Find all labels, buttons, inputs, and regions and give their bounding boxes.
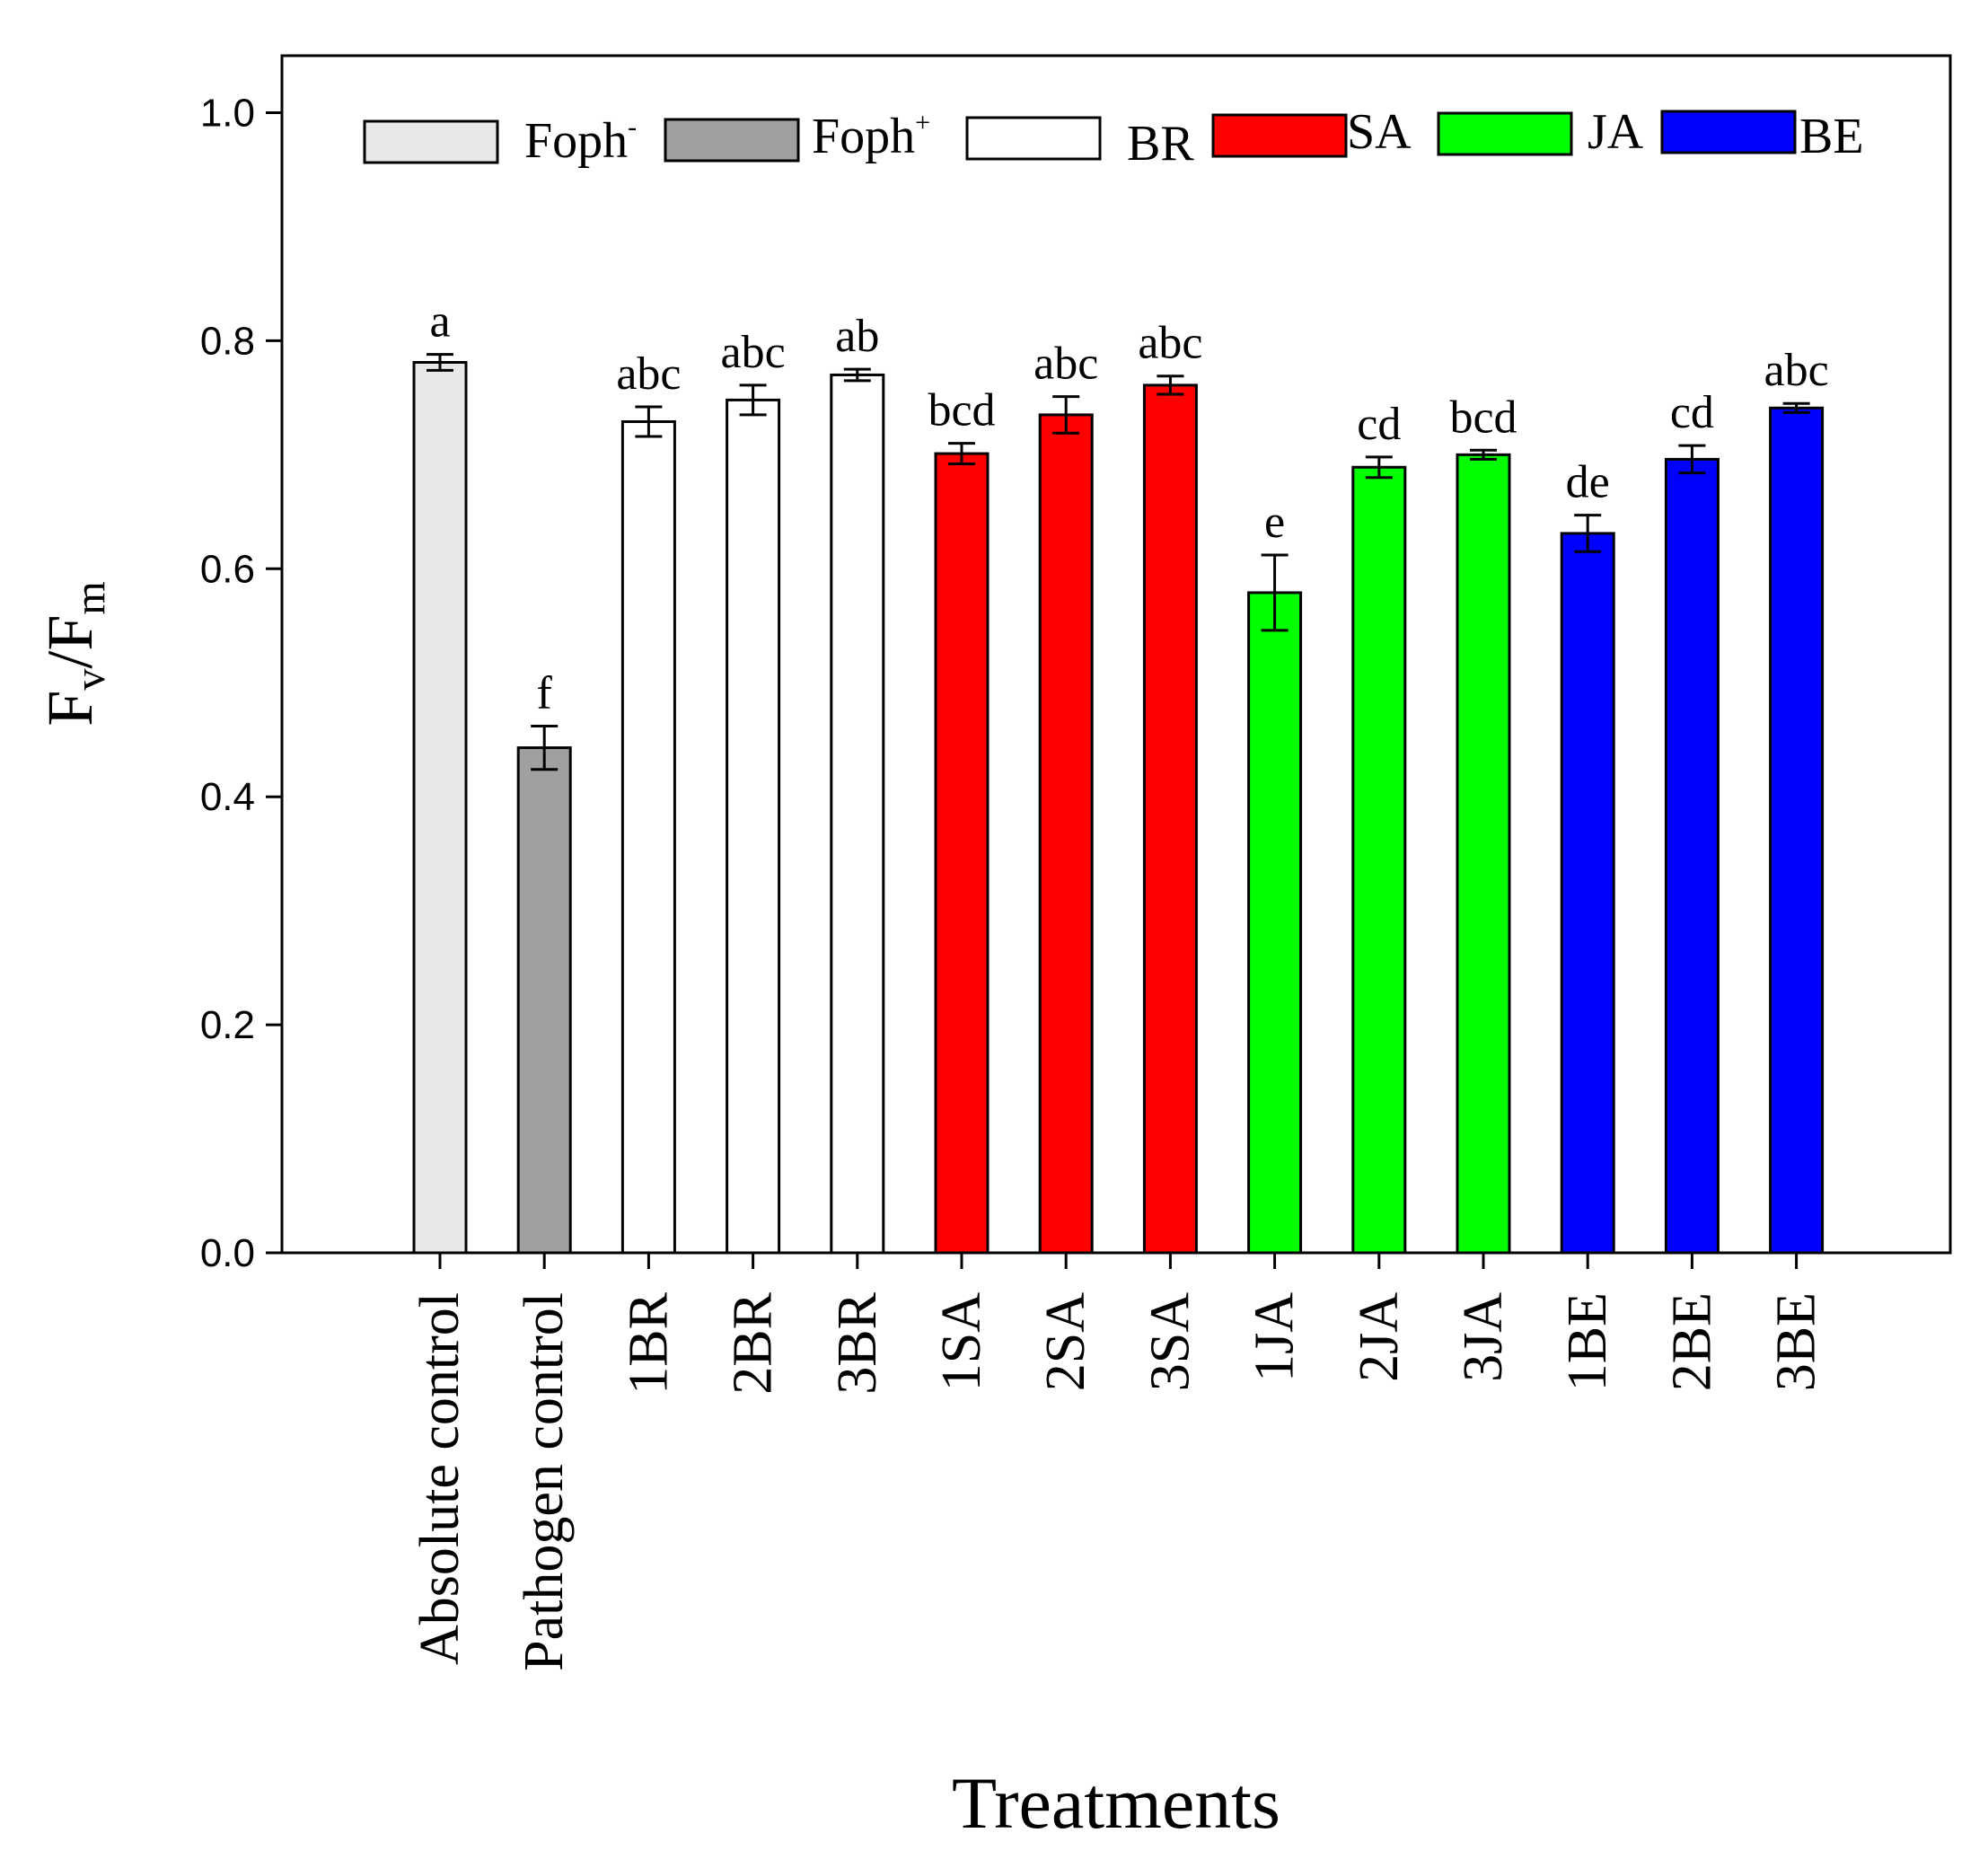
significance-letter: de: [1566, 457, 1610, 508]
y-title-sep: /: [34, 651, 106, 669]
y-title-base: F: [34, 691, 106, 727]
legend-label-base: BE: [1799, 109, 1864, 164]
significance-letter: abc: [721, 327, 786, 378]
legend-swatch-br: [965, 116, 1102, 161]
y-axis-title: Fv/Fm: [34, 581, 114, 726]
legend-label: BE: [1799, 109, 1864, 164]
x-tick-label: 1JA: [1245, 1292, 1306, 1382]
significance-letter: abc: [616, 348, 681, 400]
y-tick-label: 0.2: [200, 1003, 255, 1047]
significance-letter: ab: [835, 311, 879, 362]
significance-letter: f: [537, 667, 553, 718]
x-tick-label: Absolute control: [409, 1292, 471, 1665]
legend-swatch-be: [1660, 110, 1797, 154]
legend-swatch-foph: [363, 119, 499, 164]
x-tick-label: 3SA: [1139, 1292, 1201, 1391]
bars-layer: [412, 361, 1825, 1255]
significance-letter: abc: [1764, 345, 1829, 396]
legend: Foph- Foph+ BR SA JA BE: [363, 104, 1864, 172]
significance-letter: cd: [1670, 387, 1714, 438]
bar-2sa: [1038, 413, 1094, 1255]
significance-letter: bcd: [1449, 392, 1517, 443]
significance-letter: abc: [1138, 318, 1202, 369]
x-tick-label: 1BE: [1557, 1292, 1618, 1391]
legend-label: SA: [1347, 104, 1412, 160]
legend-label-base: Foph: [812, 109, 915, 164]
x-tick-label: 2JA: [1349, 1292, 1410, 1382]
error-bars-layer: [427, 353, 1810, 771]
significance-letter: a: [429, 296, 450, 348]
bar-2br: [726, 398, 781, 1255]
bar-absolute-control: [412, 361, 468, 1255]
y-title-base2: F: [34, 615, 106, 651]
legend-label: Foph+: [812, 108, 930, 164]
y-title-sub-m: m: [66, 581, 114, 614]
bar-3br: [830, 373, 885, 1255]
x-tick-label: 3BR: [827, 1291, 888, 1394]
x-tick-label: 3BE: [1766, 1292, 1827, 1391]
legend-label: JA: [1588, 104, 1644, 160]
bar-1ja: [1247, 591, 1303, 1255]
axes-layer: 0.0 0.2 0.4 0.6 0.8 1.0 Absolute control Pathog…: [200, 54, 1952, 1671]
significance-letter: abc: [1034, 339, 1098, 390]
legend-label-base: BR: [1127, 116, 1194, 172]
legend-label: Foph-: [524, 112, 637, 169]
y-tick-label: 0.8: [200, 319, 255, 363]
x-tick-label: 1SA: [931, 1292, 992, 1391]
bar-pathogen-control: [516, 746, 572, 1255]
y-tick-label: 1.0: [200, 91, 255, 135]
bar-1sa: [934, 452, 990, 1255]
bar-3ja: [1456, 453, 1511, 1255]
bar-3sa: [1142, 383, 1198, 1255]
significance-letter: bcd: [928, 385, 995, 436]
y-tick-label: 0.6: [200, 547, 255, 591]
x-tick-label: 1BR: [618, 1291, 679, 1394]
y-tick-label: 0.0: [200, 1231, 255, 1275]
legend-label-sup: +: [915, 108, 930, 137]
x-tick-label: Pathogen control: [514, 1292, 575, 1671]
plot-frame: [280, 54, 1952, 1255]
legend-label-base: JA: [1588, 104, 1644, 160]
bar-2be: [1664, 457, 1720, 1255]
x-axis-title: Treatments: [952, 1762, 1280, 1844]
x-tick-label: 2BE: [1661, 1292, 1722, 1391]
legend-swatch-sa: [1211, 113, 1348, 158]
bar-1be: [1560, 532, 1615, 1255]
legend-swatch-ja: [1437, 111, 1573, 156]
significance-letter: e: [1264, 497, 1285, 548]
legend-swatch-foph: [664, 118, 800, 163]
x-tick-label: 2BR: [723, 1291, 784, 1394]
bar-2ja: [1351, 465, 1407, 1255]
legend-label-sup: -: [628, 112, 637, 142]
legend-label-base: SA: [1347, 104, 1412, 160]
legend-label-base: Foph: [524, 113, 628, 169]
y-title-sub-v: v: [66, 669, 114, 691]
x-tick-label: 3JA: [1453, 1292, 1514, 1382]
x-tick-label: 2SA: [1035, 1292, 1096, 1391]
legend-label: BR: [1127, 116, 1194, 172]
bar-3be: [1769, 406, 1825, 1255]
significance-letter: cd: [1357, 399, 1401, 450]
y-tick-label: 0.4: [200, 775, 255, 819]
bar-1br: [620, 420, 676, 1255]
